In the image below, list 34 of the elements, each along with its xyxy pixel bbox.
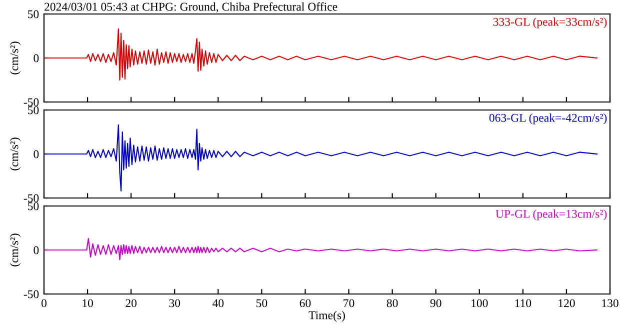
y-tick-label: -50 bbox=[24, 98, 39, 106]
x-tick-label: 30 bbox=[169, 299, 180, 308]
x-tick-label: 70 bbox=[344, 299, 354, 308]
y-axis-title: (cm/s²) bbox=[10, 234, 21, 266]
chart-title: 2024/03/01 05:43 at CHPG: Ground, Chiba Prefectural Office bbox=[44, 2, 338, 12]
x-tick-label: 120 bbox=[558, 299, 575, 308]
x-tick-label: 20 bbox=[126, 299, 137, 308]
y-tick-label: -50 bbox=[24, 194, 39, 202]
line-series bbox=[44, 238, 598, 260]
text: 333-GL (peak=33cm/s²) bbox=[493, 18, 607, 28]
y-axis-title: (cm/s²) bbox=[10, 138, 21, 170]
text: UP-GL (peak=13cm/s²) bbox=[496, 210, 607, 220]
x-tick-label: 40 bbox=[212, 299, 224, 308]
y-tick-label: 50 bbox=[28, 106, 39, 114]
x-tick-label: 50 bbox=[256, 299, 268, 308]
x-tick-label: 10 bbox=[82, 299, 93, 308]
y-tick-label: -50 bbox=[24, 290, 39, 298]
x-tick-label: 110 bbox=[515, 299, 532, 308]
y-tick-label: 50 bbox=[28, 10, 39, 18]
text: 063-GL (peak=-42cm/s²) bbox=[489, 114, 607, 124]
y-axis-title: (cm/s²) bbox=[10, 42, 21, 74]
x-tick-label: 0 bbox=[42, 299, 46, 308]
y-tick-label: 0 bbox=[34, 150, 39, 158]
x-tick-label: 100 bbox=[472, 299, 488, 308]
x-tick-label: 60 bbox=[300, 299, 311, 308]
x-axis-title: Time(s) bbox=[308, 310, 345, 322]
line-series bbox=[44, 28, 598, 81]
x-tick-label: 130 bbox=[602, 299, 618, 308]
y-tick-label: 50 bbox=[28, 202, 39, 210]
y-tick-label: 0 bbox=[34, 54, 39, 62]
x-tick-label: 90 bbox=[430, 299, 442, 308]
x-tick-label: 80 bbox=[386, 299, 398, 308]
line-series bbox=[44, 124, 598, 192]
y-tick-label: 0 bbox=[34, 246, 39, 254]
